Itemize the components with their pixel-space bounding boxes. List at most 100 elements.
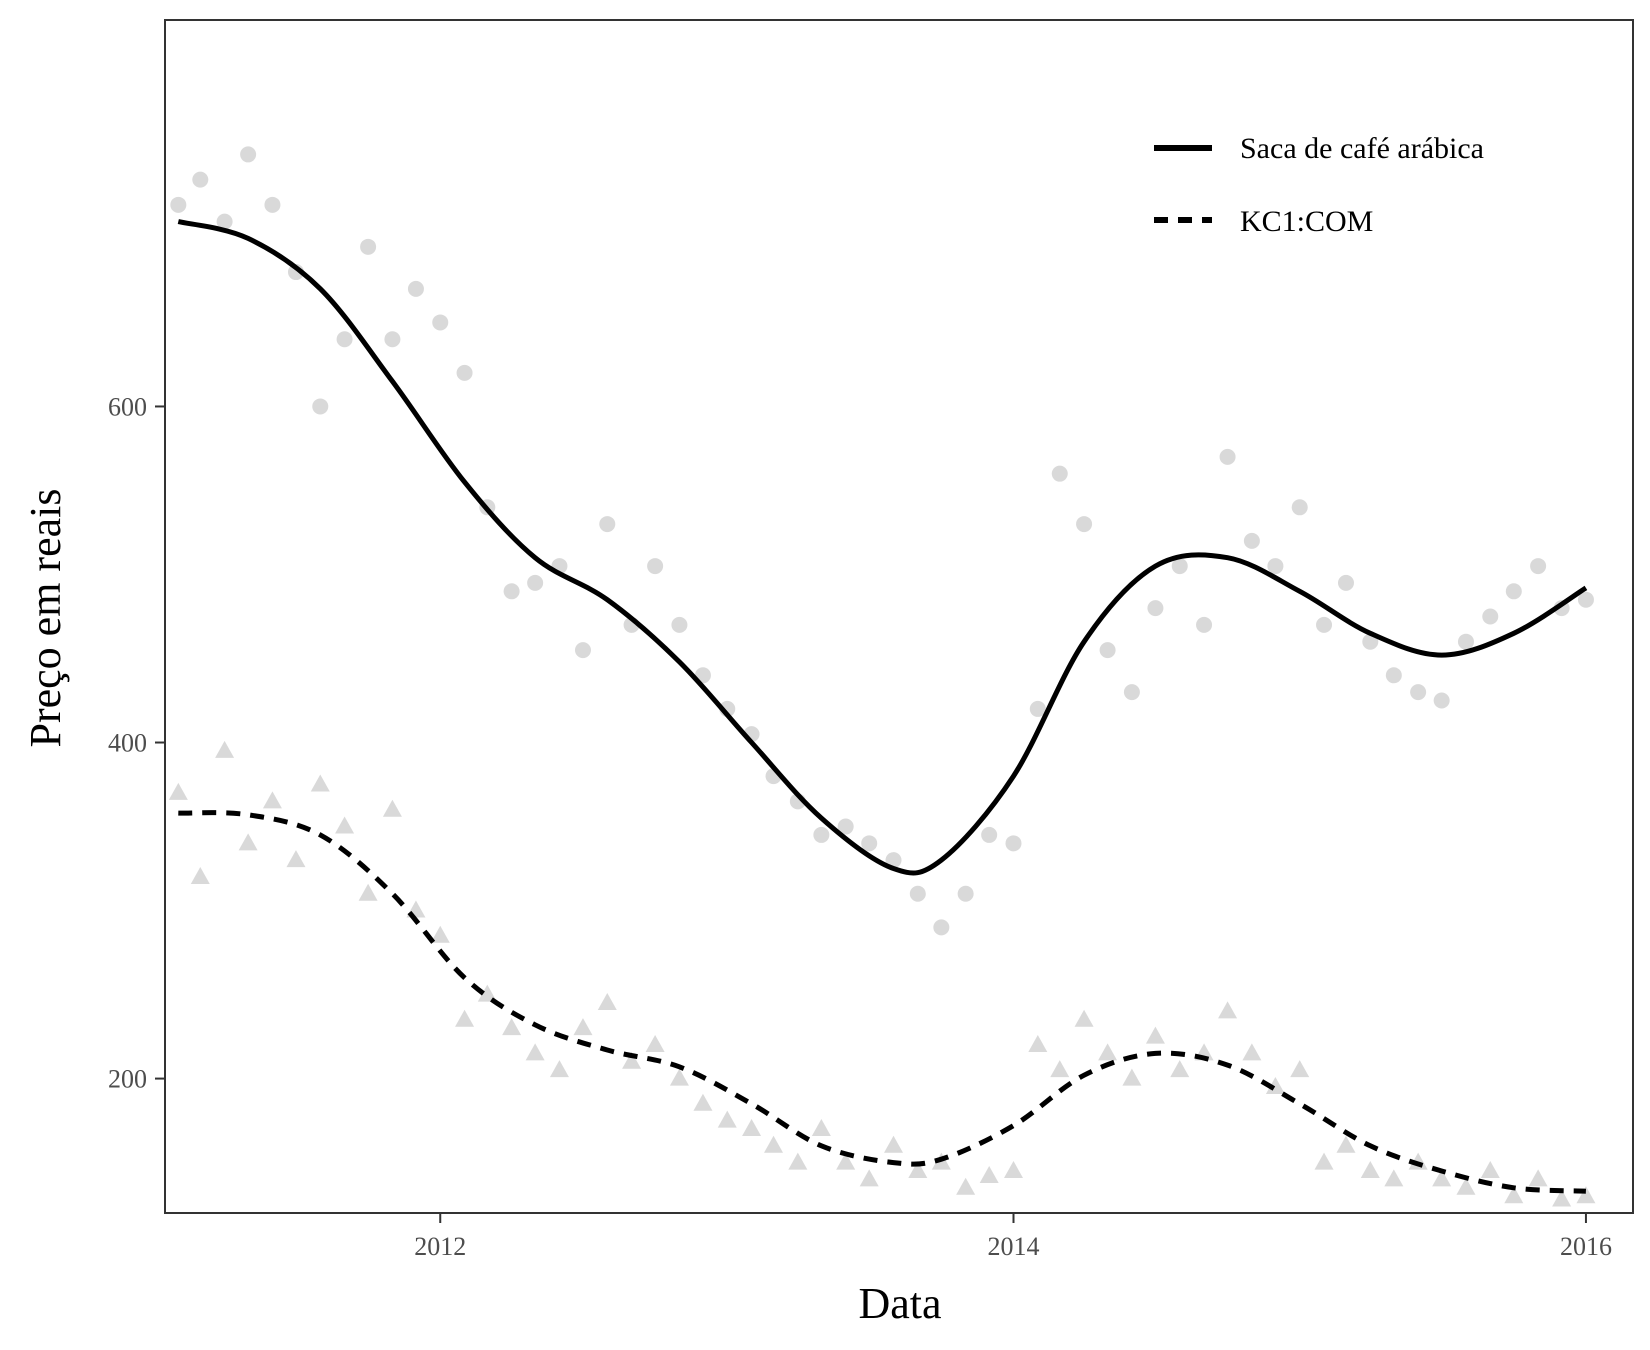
point-saca xyxy=(1385,667,1402,684)
point-kc1 xyxy=(549,1060,569,1078)
point-saca xyxy=(837,818,854,835)
point-kc1 xyxy=(742,1118,762,1136)
y-tick-label: 400 xyxy=(108,729,147,758)
point-saca xyxy=(456,364,473,381)
point-kc1 xyxy=(358,883,378,901)
y-axis: 200 400 600 xyxy=(108,392,165,1094)
point-saca xyxy=(312,398,329,415)
point-saca xyxy=(1410,684,1427,701)
point-kc1 xyxy=(1050,1060,1070,1078)
smooth-lines xyxy=(177,219,1588,1194)
point-saca xyxy=(1577,591,1594,608)
point-saca xyxy=(1433,692,1450,709)
point-kc1 xyxy=(1360,1160,1380,1178)
point-kc1 xyxy=(1074,1009,1094,1027)
point-kc1 xyxy=(1528,1169,1548,1187)
point-saca xyxy=(1219,448,1236,465)
point-saca xyxy=(574,642,591,659)
x-axis: 2012 2014 2016 xyxy=(414,1213,1612,1261)
point-kc1 xyxy=(310,774,330,792)
point-kc1 xyxy=(1456,1177,1476,1195)
point-kc1 xyxy=(908,1160,928,1178)
point-saca xyxy=(1337,574,1354,591)
point-kc1 xyxy=(597,992,617,1010)
point-saca xyxy=(407,280,424,297)
point-saca xyxy=(1076,516,1093,533)
x-tick-label: 2012 xyxy=(414,1232,466,1261)
point-kc1 xyxy=(1003,1160,1023,1178)
point-kc1 xyxy=(693,1093,713,1111)
point-saca xyxy=(527,574,544,591)
point-saca xyxy=(170,196,187,213)
point-kc1 xyxy=(811,1118,831,1136)
point-saca xyxy=(1147,600,1164,617)
point-kc1 xyxy=(286,850,306,868)
point-kc1 xyxy=(1336,1135,1356,1153)
point-kc1 xyxy=(502,1018,522,1036)
point-saca xyxy=(1005,835,1022,852)
point-saca xyxy=(813,826,830,843)
point-kc1 xyxy=(1242,1043,1262,1061)
point-saca xyxy=(1196,616,1213,633)
legend: Saca de café arábica KC1:COM xyxy=(1154,132,1484,238)
point-saca xyxy=(1051,465,1068,482)
point-kc1 xyxy=(1480,1160,1500,1178)
point-kc1 xyxy=(645,1034,665,1052)
point-saca xyxy=(1171,558,1188,575)
legend-label-kc1: KC1:COM xyxy=(1240,205,1373,238)
point-saca xyxy=(647,558,664,575)
point-saca xyxy=(432,314,449,331)
point-saca xyxy=(384,331,401,348)
point-saca xyxy=(933,919,950,936)
point-kc1 xyxy=(979,1166,999,1184)
point-kc1 xyxy=(1290,1060,1310,1078)
point-kc1 xyxy=(1145,1026,1165,1044)
point-kc1 xyxy=(455,1009,475,1027)
point-saca xyxy=(1457,633,1474,650)
plot-frame xyxy=(164,19,1634,1214)
point-saca xyxy=(1316,616,1333,633)
point-saca xyxy=(1530,558,1547,575)
point-kc1 xyxy=(477,984,497,1002)
observation-points xyxy=(168,146,1596,1207)
point-kc1 xyxy=(1504,1186,1524,1204)
point-kc1 xyxy=(1314,1152,1334,1170)
point-saca xyxy=(909,885,926,902)
point-kc1 xyxy=(1576,1186,1596,1204)
point-saca xyxy=(981,826,998,843)
point-kc1 xyxy=(430,925,450,943)
point-kc1 xyxy=(335,816,355,834)
point-kc1 xyxy=(622,1051,642,1069)
point-saca xyxy=(240,146,257,163)
line-kc1-com xyxy=(178,810,1587,1194)
point-kc1 xyxy=(1098,1043,1118,1061)
point-kc1 xyxy=(190,866,210,884)
point-saca xyxy=(216,213,233,230)
point-kc1 xyxy=(573,1018,593,1036)
point-saca xyxy=(599,516,616,533)
point-kc1 xyxy=(859,1169,879,1187)
point-saca xyxy=(1029,700,1046,717)
point-kc1 xyxy=(262,791,282,809)
point-kc1 xyxy=(1218,1001,1238,1019)
point-kc1 xyxy=(669,1068,689,1086)
point-kc1 xyxy=(884,1135,904,1153)
point-kc1 xyxy=(836,1152,856,1170)
point-saca xyxy=(1482,608,1499,625)
point-saca xyxy=(957,885,974,902)
point-kc1 xyxy=(168,782,188,800)
point-kc1 xyxy=(956,1177,976,1195)
point-saca xyxy=(671,616,688,633)
point-saca xyxy=(1267,558,1284,575)
point-saca xyxy=(360,238,377,255)
point-kc1 xyxy=(1384,1169,1404,1187)
x-tick-label: 2016 xyxy=(1560,1232,1612,1261)
point-kc1 xyxy=(1170,1060,1190,1078)
point-kc1 xyxy=(1552,1189,1572,1207)
y-tick-label: 600 xyxy=(108,392,147,421)
point-saca xyxy=(1243,532,1260,549)
point-kc1 xyxy=(1432,1169,1452,1187)
point-kc1 xyxy=(1265,1076,1285,1094)
point-kc1 xyxy=(1122,1068,1142,1086)
